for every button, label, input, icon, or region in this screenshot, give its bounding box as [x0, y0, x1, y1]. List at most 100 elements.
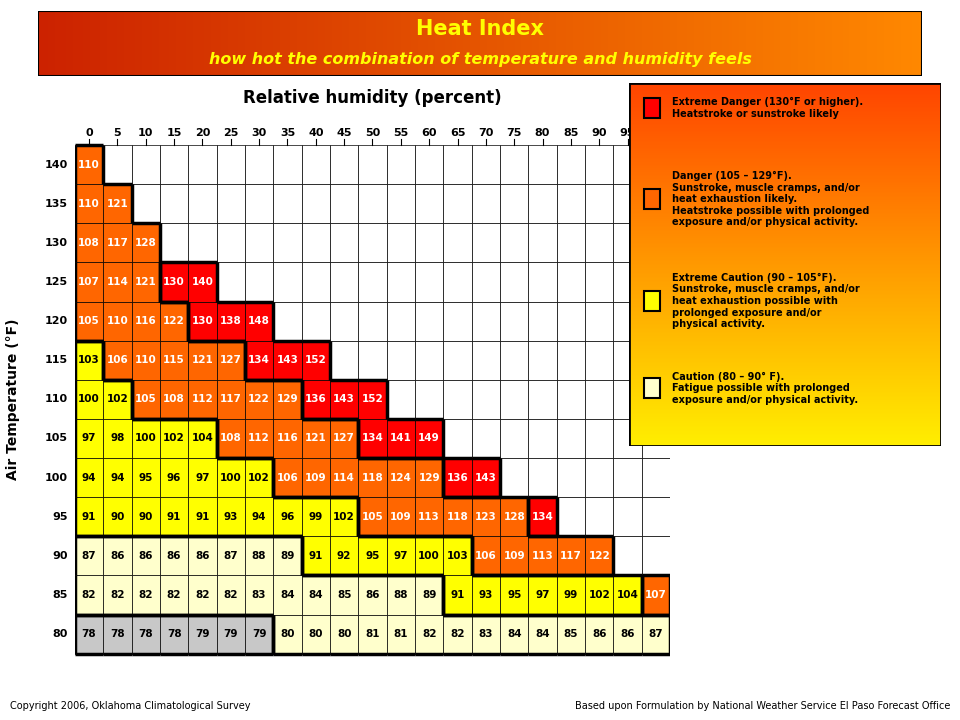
Bar	[528, 341, 557, 380]
Text: 90: 90	[138, 512, 153, 522]
Text: 152: 152	[305, 355, 326, 365]
Bar	[387, 145, 415, 184]
Text: 118: 118	[362, 472, 383, 482]
Bar	[301, 302, 330, 341]
Text: 99: 99	[309, 512, 323, 522]
Text: 108: 108	[220, 433, 242, 444]
Bar	[301, 223, 330, 262]
Text: 112: 112	[192, 395, 213, 405]
Text: 100: 100	[134, 433, 156, 444]
Text: 45: 45	[336, 128, 352, 138]
Bar	[104, 145, 132, 184]
Text: 78: 78	[138, 629, 153, 639]
Text: 117: 117	[107, 238, 129, 248]
Bar	[301, 380, 330, 419]
Bar	[330, 302, 358, 341]
Bar	[444, 184, 471, 223]
Bar	[471, 575, 500, 615]
Bar	[132, 615, 160, 654]
Text: 102: 102	[249, 472, 270, 482]
Bar	[585, 458, 613, 497]
Bar	[358, 536, 387, 575]
Text: 90: 90	[110, 512, 125, 522]
Bar	[104, 419, 132, 458]
Bar	[301, 575, 330, 615]
Bar	[585, 145, 613, 184]
Text: 112: 112	[249, 433, 270, 444]
Bar	[613, 536, 641, 575]
Bar	[274, 536, 301, 575]
Bar	[160, 458, 188, 497]
Text: 80: 80	[337, 629, 351, 639]
Text: 94: 94	[82, 472, 96, 482]
Text: Extreme Danger (130°F or higher).
Heatstroke or sunstroke likely: Extreme Danger (130°F or higher). Heatst…	[672, 97, 863, 119]
Bar	[75, 497, 104, 536]
Text: 102: 102	[333, 512, 355, 522]
Text: 91: 91	[450, 590, 465, 600]
Text: 110: 110	[78, 160, 100, 170]
Bar	[585, 302, 613, 341]
Bar	[528, 302, 557, 341]
Bar	[557, 536, 585, 575]
Bar	[585, 497, 613, 536]
Bar	[301, 419, 330, 458]
Text: 110: 110	[45, 395, 68, 405]
Text: 82: 82	[224, 590, 238, 600]
Text: 78: 78	[167, 629, 181, 639]
Bar	[245, 536, 274, 575]
Text: 114: 114	[333, 472, 355, 482]
Bar	[75, 575, 104, 615]
Bar	[444, 223, 471, 262]
Bar	[415, 184, 444, 223]
Text: 86: 86	[195, 551, 209, 561]
Bar	[415, 458, 444, 497]
Bar	[75, 536, 104, 575]
Bar	[613, 145, 641, 184]
Text: 110: 110	[78, 199, 100, 209]
Bar	[245, 380, 274, 419]
Text: 91: 91	[308, 551, 323, 561]
Bar	[415, 341, 444, 380]
Text: 80: 80	[535, 128, 550, 138]
Text: 0: 0	[85, 128, 93, 138]
Text: 55: 55	[394, 128, 408, 138]
Bar	[274, 184, 301, 223]
Bar	[500, 575, 528, 615]
Bar	[274, 575, 301, 615]
Text: 103: 103	[446, 551, 468, 561]
Bar	[301, 615, 330, 654]
Bar	[500, 615, 528, 654]
Bar	[644, 378, 660, 398]
Bar	[585, 536, 613, 575]
Text: 83: 83	[252, 590, 266, 600]
Text: 95: 95	[138, 472, 153, 482]
Bar	[387, 380, 415, 419]
Bar	[444, 458, 471, 497]
Bar	[415, 497, 444, 536]
Bar	[585, 223, 613, 262]
Text: 99: 99	[564, 590, 578, 600]
Text: 148: 148	[249, 316, 270, 326]
Text: 86: 86	[110, 551, 125, 561]
Bar	[415, 145, 444, 184]
Bar	[330, 380, 358, 419]
Text: 106: 106	[107, 355, 129, 365]
Bar	[75, 184, 104, 223]
Text: 75: 75	[507, 128, 522, 138]
Bar	[217, 615, 245, 654]
Bar	[75, 145, 104, 184]
Text: 83: 83	[479, 629, 493, 639]
Bar	[471, 145, 500, 184]
Text: 91: 91	[82, 512, 96, 522]
Text: 108: 108	[163, 395, 185, 405]
Bar	[188, 145, 217, 184]
Text: 90: 90	[591, 128, 607, 138]
Text: 105: 105	[78, 316, 100, 326]
Bar	[160, 262, 188, 302]
Bar	[160, 615, 188, 654]
Text: 86: 86	[620, 629, 635, 639]
Bar	[387, 497, 415, 536]
Text: Copyright 2006, Oklahoma Climatological Survey: Copyright 2006, Oklahoma Climatological …	[10, 701, 251, 711]
Bar	[301, 184, 330, 223]
Bar	[188, 536, 217, 575]
